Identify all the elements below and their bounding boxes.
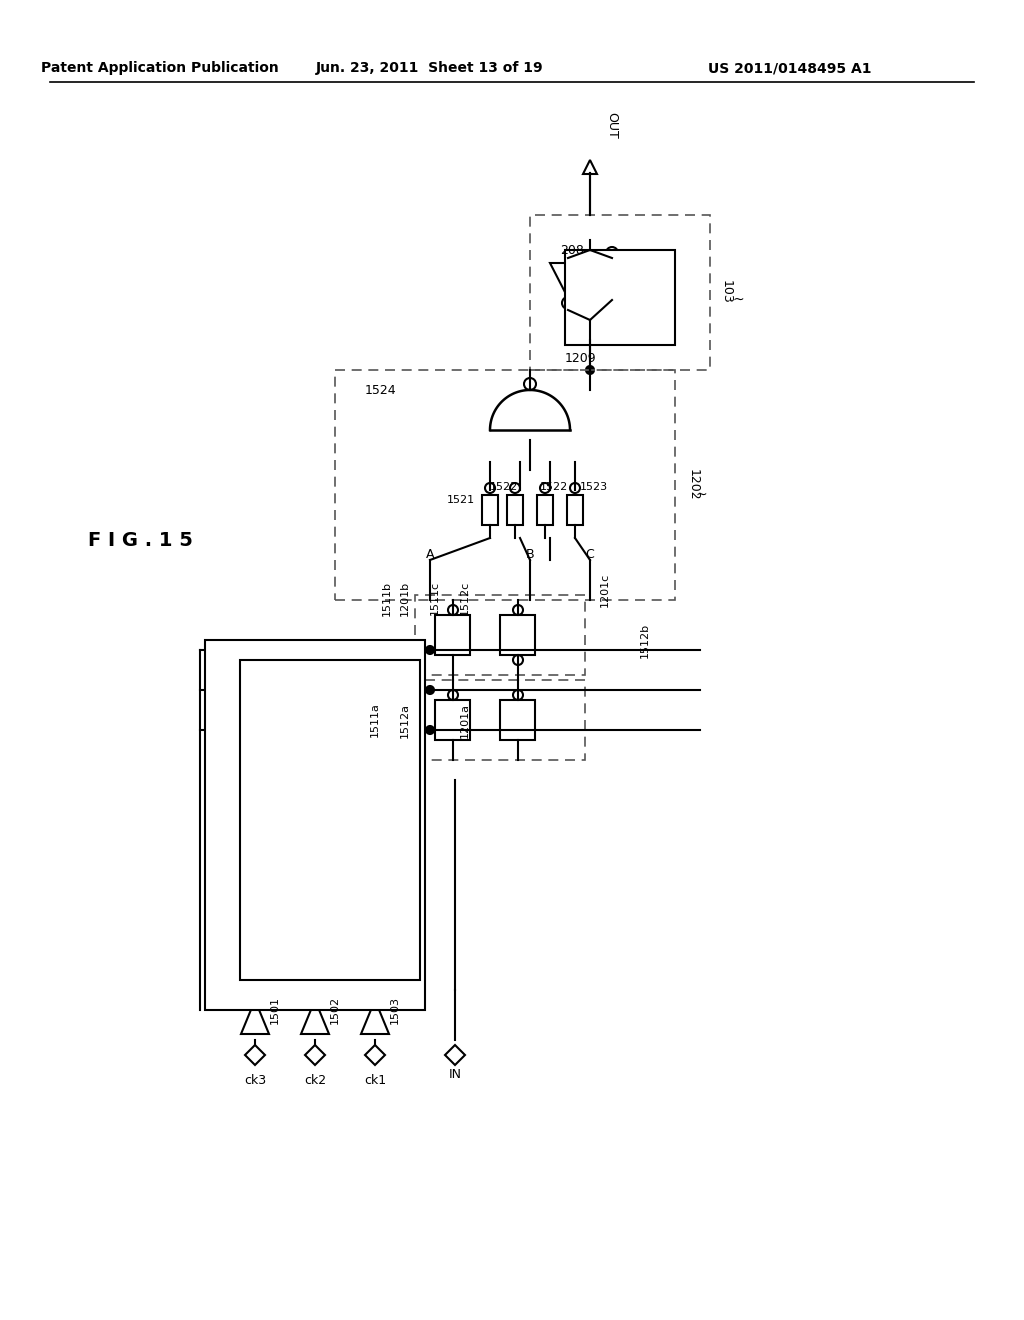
- Text: IN: IN: [449, 1068, 462, 1081]
- Circle shape: [310, 989, 319, 999]
- Text: ck1: ck1: [364, 1073, 386, 1086]
- Circle shape: [449, 690, 458, 700]
- Text: ck2: ck2: [304, 1073, 326, 1086]
- Text: 1201c: 1201c: [600, 573, 610, 607]
- Text: ~: ~: [732, 293, 743, 308]
- Text: 208: 208: [560, 243, 584, 256]
- Circle shape: [485, 483, 495, 492]
- Bar: [240, 660, 420, 979]
- Bar: [537, 495, 553, 525]
- Circle shape: [570, 483, 580, 492]
- Text: 1511c: 1511c: [430, 581, 440, 615]
- Bar: [205, 640, 425, 1010]
- Circle shape: [606, 247, 618, 259]
- Text: 103: 103: [720, 280, 733, 304]
- Text: 1512a: 1512a: [400, 702, 410, 738]
- Text: 1511a: 1511a: [370, 702, 380, 738]
- Bar: [435, 700, 470, 741]
- Circle shape: [524, 378, 536, 389]
- Text: Jun. 23, 2011  Sheet 13 of 19: Jun. 23, 2011 Sheet 13 of 19: [316, 61, 544, 75]
- Text: 1201a: 1201a: [460, 702, 470, 738]
- Bar: [530, 215, 710, 370]
- Bar: [482, 495, 498, 525]
- Text: 1503: 1503: [390, 997, 400, 1024]
- Text: 1522: 1522: [490, 482, 518, 492]
- Circle shape: [449, 605, 458, 615]
- Circle shape: [513, 655, 523, 665]
- Circle shape: [562, 297, 574, 309]
- Circle shape: [586, 366, 594, 374]
- Circle shape: [370, 989, 380, 999]
- Text: 1512c: 1512c: [460, 581, 470, 615]
- Text: 1202: 1202: [687, 469, 700, 500]
- Text: 1521: 1521: [446, 495, 475, 506]
- Text: 1501: 1501: [270, 997, 280, 1024]
- Circle shape: [510, 483, 520, 492]
- Text: US 2011/0148495 A1: US 2011/0148495 A1: [709, 61, 871, 75]
- Text: B: B: [525, 549, 535, 561]
- Text: OUT: OUT: [605, 112, 618, 139]
- Circle shape: [513, 605, 523, 615]
- Circle shape: [250, 989, 260, 999]
- Circle shape: [426, 726, 434, 734]
- Circle shape: [540, 483, 550, 492]
- Bar: [500, 700, 535, 741]
- Text: A: A: [426, 549, 434, 561]
- Text: 1523: 1523: [580, 482, 608, 492]
- Circle shape: [513, 690, 523, 700]
- Bar: [415, 680, 585, 760]
- Text: 1502: 1502: [330, 995, 340, 1024]
- Text: 1524: 1524: [365, 384, 396, 396]
- Bar: [565, 249, 675, 345]
- Text: 1512b: 1512b: [640, 623, 650, 657]
- Text: ~: ~: [695, 488, 707, 502]
- Text: 1201b: 1201b: [400, 581, 410, 615]
- Bar: [507, 495, 523, 525]
- Text: 1511b: 1511b: [382, 581, 392, 615]
- Text: C: C: [586, 549, 594, 561]
- Bar: [415, 595, 585, 675]
- Circle shape: [426, 686, 434, 694]
- Text: 1209: 1209: [565, 351, 597, 364]
- Text: Patent Application Publication: Patent Application Publication: [41, 61, 279, 75]
- Bar: [335, 370, 675, 601]
- Bar: [567, 495, 583, 525]
- Text: F I G . 1 5: F I G . 1 5: [88, 531, 193, 549]
- Bar: [500, 615, 535, 655]
- Bar: [435, 615, 470, 655]
- Circle shape: [426, 645, 434, 653]
- Text: ck3: ck3: [244, 1073, 266, 1086]
- Text: 1522: 1522: [540, 482, 568, 492]
